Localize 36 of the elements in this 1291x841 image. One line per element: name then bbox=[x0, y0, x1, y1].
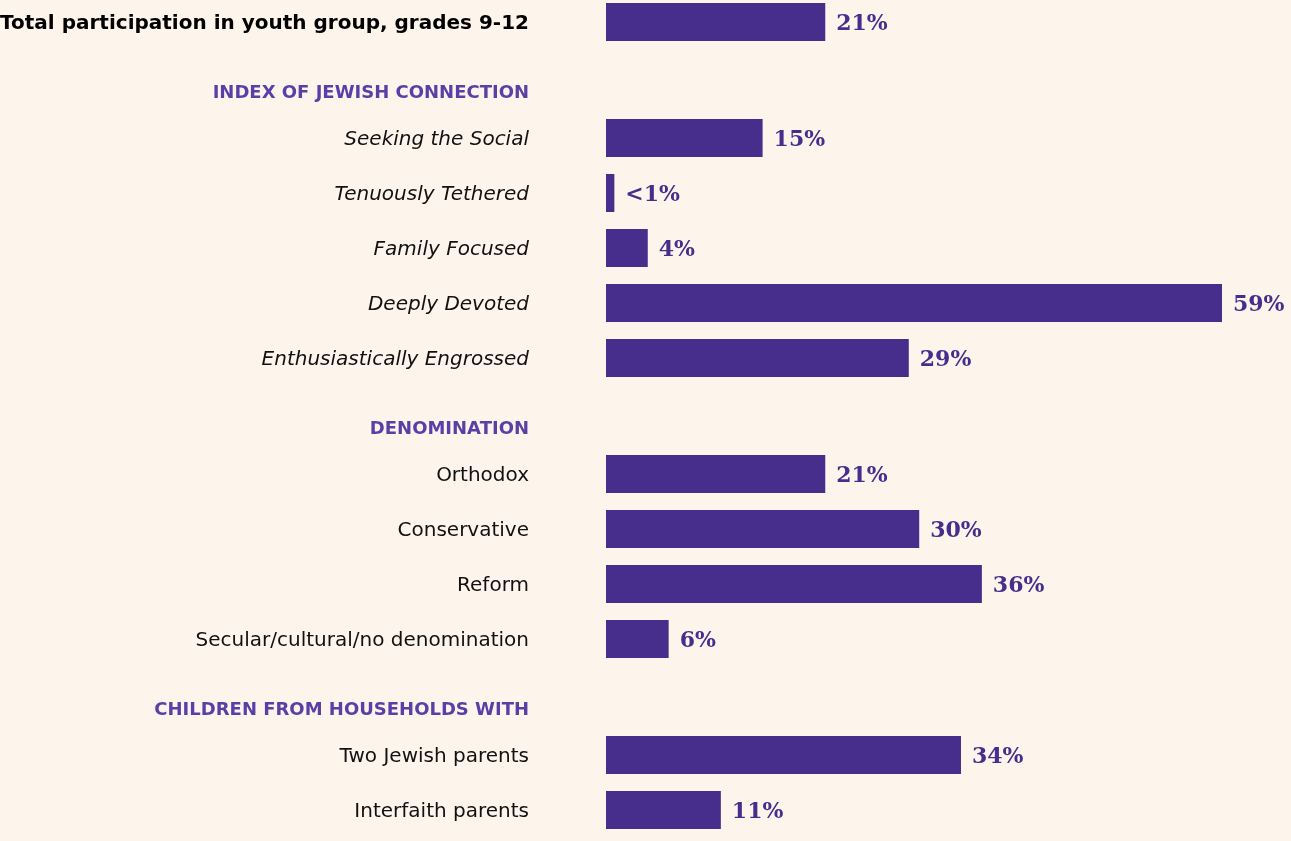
data-label: 21% bbox=[836, 8, 888, 35]
data-label: 11% bbox=[731, 796, 784, 823]
bar bbox=[606, 791, 721, 829]
y-tick-label: Two Jewish parents bbox=[338, 743, 529, 767]
data-label: 21% bbox=[836, 460, 888, 487]
data-label: 29% bbox=[919, 344, 972, 371]
data-label: <1% bbox=[625, 179, 681, 206]
data-label: 34% bbox=[971, 741, 1024, 768]
y-tick-label: DENOMINATION bbox=[369, 417, 529, 439]
y-tick-label: Reform bbox=[457, 572, 529, 596]
bar bbox=[606, 3, 826, 41]
y-tick-label: Orthodox bbox=[436, 462, 530, 486]
data-label: 15% bbox=[773, 124, 826, 151]
bar bbox=[606, 229, 648, 267]
y-tick-label: Interfaith parents bbox=[354, 798, 529, 822]
bar bbox=[606, 736, 961, 774]
y-tick-label: Tenuously Tethered bbox=[334, 181, 530, 205]
bar bbox=[606, 510, 920, 548]
data-label: 6% bbox=[679, 625, 716, 652]
bar bbox=[606, 284, 1222, 322]
y-tick-label: Family Focused bbox=[373, 236, 530, 260]
data-label: 36% bbox=[992, 570, 1045, 597]
y-tick-label: Enthusiastically Engrossed bbox=[261, 346, 530, 370]
bar bbox=[606, 174, 615, 212]
bar bbox=[606, 455, 826, 493]
y-tick-label: Deeply Devoted bbox=[367, 291, 530, 315]
y-tick-label: Seeking the Social bbox=[344, 126, 530, 150]
data-label: 59% bbox=[1233, 289, 1285, 316]
data-label: 4% bbox=[658, 234, 696, 261]
y-tick-label: INDEX OF JEWISH CONNECTION bbox=[212, 81, 529, 103]
y-tick-label: Total participation in youth group, grades 9-12 bbox=[0, 10, 529, 34]
y-tick-label: Secular/cultural/no denomination bbox=[195, 627, 529, 651]
y-tick-label: Conservative bbox=[397, 517, 529, 541]
data-label: 30% bbox=[930, 515, 982, 542]
y-tick-label: CHILDREN FROM HOUSEHOLDS WITH bbox=[154, 698, 529, 720]
bar bbox=[606, 565, 982, 603]
